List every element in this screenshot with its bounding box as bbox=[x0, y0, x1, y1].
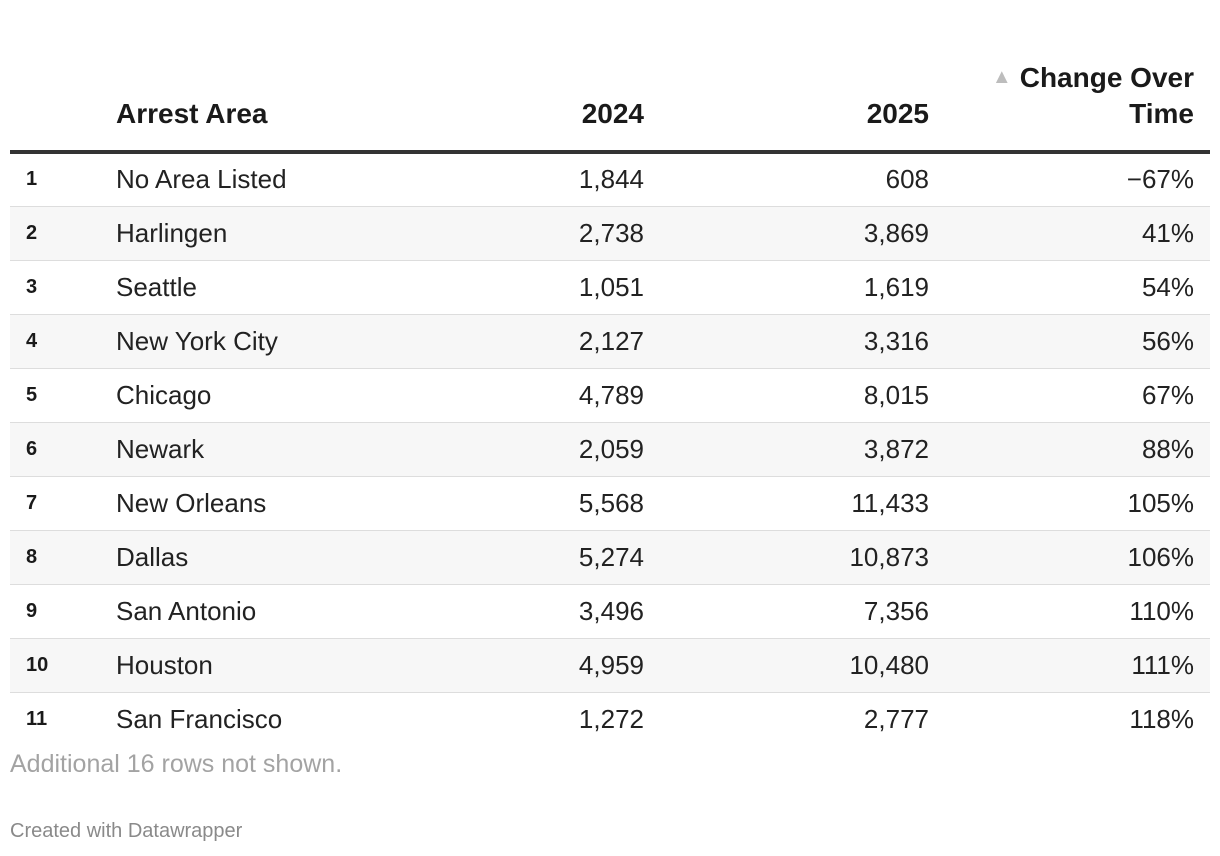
change-over-time-cell: 111% bbox=[929, 638, 1210, 693]
year-2024-cell: 3,496 bbox=[510, 584, 644, 639]
arrest-area-cell: Dallas bbox=[116, 530, 510, 585]
rank-cell: 1 bbox=[10, 152, 116, 207]
rank-column-header bbox=[10, 40, 116, 154]
year-2024-cell: 2,738 bbox=[510, 206, 644, 261]
arrest-area-cell: Houston bbox=[116, 638, 510, 693]
arrest-area-cell: New Orleans bbox=[116, 476, 510, 531]
change-over-time-cell: 41% bbox=[929, 206, 1210, 261]
year-2024-cell: 5,568 bbox=[510, 476, 644, 531]
year-2025-cell: 3,872 bbox=[644, 422, 929, 477]
table-row: 4 New York City 2,127 3,316 56% bbox=[10, 314, 1210, 369]
year-2025-cell: 3,869 bbox=[644, 206, 929, 261]
year-2024-cell: 2,127 bbox=[510, 314, 644, 369]
year-2025-cell: 2,777 bbox=[863, 703, 929, 734]
year-2024-cell: 4,959 bbox=[510, 638, 644, 693]
arrests-table: Arrest Area 2024 2025 ▲ Change Over Time 1… bbox=[10, 40, 1210, 746]
datawrapper-credit: Created with Datawrapper bbox=[10, 820, 243, 842]
arrest-area-cell: San Antonio bbox=[116, 584, 510, 639]
arrest-area-cell: Seattle bbox=[116, 260, 510, 315]
table-notes: Additional 16 rows not shown. bbox=[10, 750, 343, 778]
change-header-line2: Time bbox=[1129, 98, 1194, 129]
year-2024-cell: 2,059 bbox=[510, 422, 644, 477]
change-over-time-cell: 110% bbox=[929, 584, 1210, 639]
year-2024-column-header[interactable]: 2024 bbox=[510, 40, 644, 154]
change-header-line1: Change Over bbox=[1019, 62, 1194, 93]
table-row: 9 San Antonio 3,496 7,356 110% bbox=[10, 584, 1210, 639]
year-2025-cell: 10,873 bbox=[644, 530, 929, 585]
rank-cell: 10 bbox=[10, 638, 116, 693]
table-row: 1 No Area Listed 1,844 608 −67% bbox=[10, 152, 1210, 207]
arrest-area-cell: San Francisco bbox=[116, 703, 283, 734]
table-row: 8 Dallas 5,274 10,873 106% bbox=[10, 530, 1210, 585]
arrest-area-cell: Chicago bbox=[116, 368, 510, 423]
change-over-time-cell: 56% bbox=[929, 314, 1210, 369]
change-over-time-cell: 67% bbox=[929, 368, 1210, 423]
rank-cell: 6 bbox=[10, 422, 116, 477]
arrest-area-cell: Newark bbox=[116, 422, 510, 477]
change-over-time-column-header[interactable]: ▲ Change Over Time bbox=[929, 40, 1210, 154]
rank-cell: 7 bbox=[10, 476, 116, 531]
year-2025-cell: 10,480 bbox=[644, 638, 929, 693]
year-2025-cell: 3,316 bbox=[644, 314, 929, 369]
table-row: 2 Harlingen 2,738 3,869 41% bbox=[10, 206, 1210, 261]
table-row: 7 New Orleans 5,568 11,433 105% bbox=[10, 476, 1210, 531]
year-2025-column-header[interactable]: 2025 bbox=[644, 40, 929, 154]
table-header-row: Arrest Area 2024 2025 ▲ Change Over Time bbox=[10, 40, 1210, 154]
year-2024-cell: 1,051 bbox=[510, 260, 644, 315]
rank-cell: 11 bbox=[26, 707, 48, 730]
year-2025-cell: 1,619 bbox=[644, 260, 929, 315]
table-row: 6 Newark 2,059 3,872 88% bbox=[10, 422, 1210, 477]
table-row: 11 San Francisco 1,272 2,777 118% bbox=[10, 692, 1210, 746]
rank-cell: 8 bbox=[10, 530, 116, 585]
arrest-area-cell: No Area Listed bbox=[116, 152, 510, 207]
year-2025-cell: 7,356 bbox=[644, 584, 929, 639]
year-2024-cell: 1,844 bbox=[510, 152, 644, 207]
year-2025-cell: 608 bbox=[644, 152, 929, 207]
rank-cell: 9 bbox=[10, 584, 116, 639]
table-body: 1 No Area Listed 1,844 608 −67% 2 Harlingen 2,7… bbox=[10, 152, 1210, 746]
rank-cell: 3 bbox=[10, 260, 116, 315]
arrest-area-column-header[interactable]: Arrest Area bbox=[116, 40, 510, 154]
change-over-time-cell: 54% bbox=[929, 260, 1210, 315]
sort-ascending-icon: ▲ bbox=[991, 66, 1012, 88]
year-2024-cell: 4,789 bbox=[510, 368, 644, 423]
change-over-time-cell: −67% bbox=[929, 152, 1210, 207]
change-over-time-cell: 88% bbox=[929, 422, 1210, 477]
table-row: 10 Houston 4,959 10,480 111% bbox=[10, 638, 1210, 693]
change-over-time-cell: 106% bbox=[929, 530, 1210, 585]
year-2024-cell: 1,272 bbox=[578, 703, 644, 734]
arrest-area-cell: New York City bbox=[116, 314, 510, 369]
table-row: 3 Seattle 1,051 1,619 54% bbox=[10, 260, 1210, 315]
year-2024-cell: 5,274 bbox=[510, 530, 644, 585]
year-2025-cell: 8,015 bbox=[644, 368, 929, 423]
rank-cell: 4 bbox=[10, 314, 116, 369]
rank-cell: 5 bbox=[10, 368, 116, 423]
arrest-area-cell: Harlingen bbox=[116, 206, 510, 261]
change-over-time-cell: 118% bbox=[1129, 703, 1194, 734]
table-row: 5 Chicago 4,789 8,015 67% bbox=[10, 368, 1210, 423]
data-table-container: Arrest Area 2024 2025 ▲ Change Over Time 1… bbox=[10, 40, 1210, 746]
change-over-time-cell: 105% bbox=[929, 476, 1210, 531]
rank-cell: 2 bbox=[10, 206, 116, 261]
year-2025-cell: 11,433 bbox=[644, 476, 929, 531]
